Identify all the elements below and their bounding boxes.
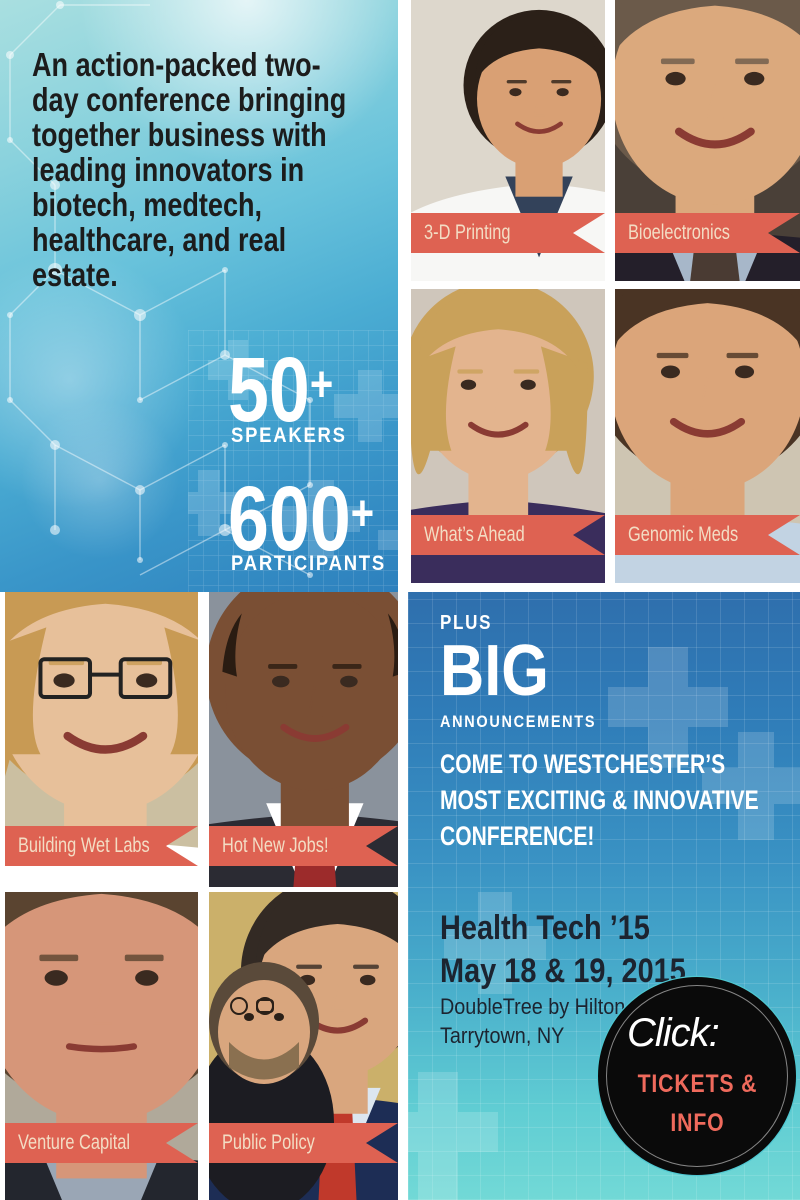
- svg-text:Click:: Click:: [627, 1011, 719, 1055]
